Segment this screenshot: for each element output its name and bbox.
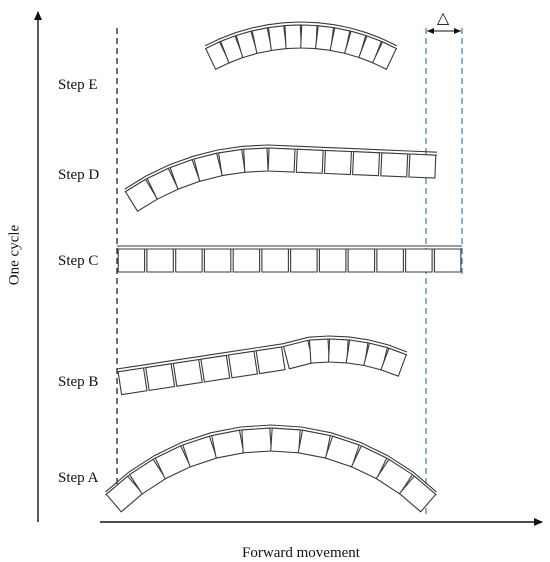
step-b-segment bbox=[117, 367, 148, 396]
step-b-segment bbox=[200, 354, 231, 383]
y-axis-label: One cycle bbox=[6, 224, 23, 286]
step-a-segment bbox=[211, 429, 245, 459]
step-e-backbone-inner bbox=[204, 24, 398, 50]
step-b-label: Step B bbox=[58, 374, 99, 390]
step-d-label: Step D bbox=[58, 167, 100, 183]
step-c-segment bbox=[376, 248, 404, 273]
step-d-segment bbox=[380, 152, 409, 178]
step-c-segment bbox=[232, 248, 261, 273]
step-b-backbone bbox=[116, 335, 408, 370]
step-e-segment bbox=[284, 24, 302, 50]
step-c-segment bbox=[175, 248, 203, 273]
step-a-segment bbox=[241, 427, 272, 454]
step-d-segment bbox=[193, 152, 223, 182]
step-c-segment bbox=[146, 248, 174, 273]
step-a-segment bbox=[270, 427, 301, 454]
step-c-segment bbox=[318, 248, 347, 273]
step-e-backbone bbox=[204, 21, 398, 47]
robot-segments-layer bbox=[105, 21, 462, 513]
step-b-segment bbox=[227, 350, 259, 379]
step-c-segment bbox=[117, 248, 146, 273]
step-b-segment bbox=[308, 338, 330, 364]
step-c-label: Step C bbox=[58, 253, 99, 269]
step-e-label: Step E bbox=[58, 77, 98, 93]
step-d-segment bbox=[323, 149, 352, 176]
step-a-label: Step A bbox=[58, 470, 99, 486]
step-b-segment bbox=[145, 363, 176, 392]
step-d-segment bbox=[217, 148, 246, 177]
step-c-segment bbox=[405, 248, 433, 273]
step-d-backbone-inner bbox=[124, 147, 438, 193]
step-d-segment bbox=[267, 147, 296, 173]
step-d-backbone bbox=[124, 144, 438, 190]
step-d-segment bbox=[352, 151, 381, 177]
step-a-segment bbox=[398, 475, 437, 513]
x-axis-label: Forward movement bbox=[242, 545, 360, 561]
step-e-segment bbox=[371, 41, 398, 71]
step-c-segment bbox=[347, 248, 376, 273]
step-e-segment bbox=[300, 24, 318, 50]
step-a-backbone-inner bbox=[105, 427, 437, 496]
step-c-segment bbox=[433, 248, 462, 273]
step-c-segment bbox=[261, 248, 289, 273]
step-d-segment bbox=[295, 148, 324, 174]
step-d-segment bbox=[408, 153, 437, 179]
step-a-backbone bbox=[105, 424, 437, 493]
step-b-segment bbox=[255, 346, 286, 375]
step-b-segment bbox=[172, 358, 203, 387]
step-b-backbone-inner bbox=[116, 338, 408, 373]
step-e-segment bbox=[267, 25, 288, 52]
step-a-segment bbox=[297, 429, 331, 459]
step-b-segment bbox=[327, 338, 349, 364]
delta-symbol: △ bbox=[436, 8, 450, 27]
step-c-segment bbox=[203, 248, 232, 273]
step-d-segment bbox=[243, 147, 269, 173]
step-b-segment bbox=[282, 339, 314, 370]
step-b-segment bbox=[380, 347, 408, 377]
step-c-segment bbox=[290, 248, 318, 273]
